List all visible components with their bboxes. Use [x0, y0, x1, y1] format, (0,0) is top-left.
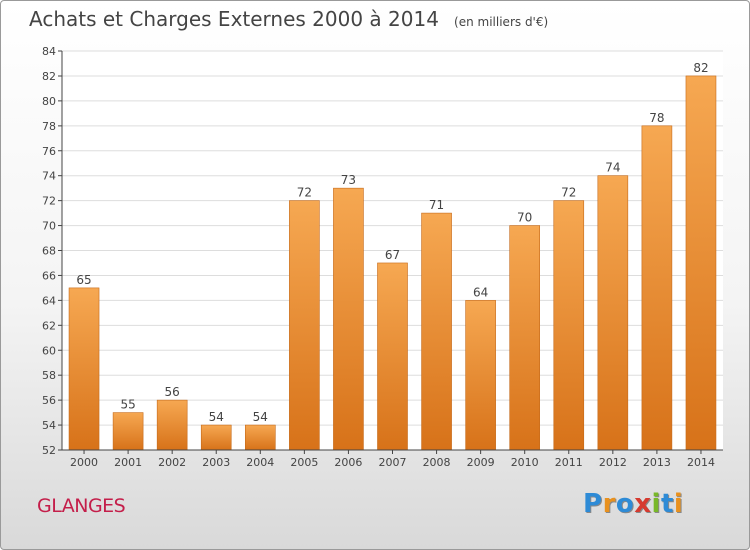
x-tick-label-2002: 2002 [158, 456, 186, 469]
data-label-2009: 64 [473, 285, 488, 299]
data-label-2006: 73 [341, 173, 356, 187]
y-tick-label: 64 [42, 294, 56, 307]
logo-letter: i [673, 489, 684, 519]
bar-2006 [333, 187, 364, 451]
data-label-2007: 67 [385, 248, 400, 262]
bar-2011 [553, 200, 585, 451]
bar-2012 [597, 175, 629, 451]
y-tick-label: 60 [42, 344, 56, 357]
proxiti-logo: Proxiti [583, 489, 683, 519]
y-tick-label: 70 [42, 220, 56, 233]
x-tick-label-2012: 2012 [599, 456, 627, 469]
x-tick-label-2009: 2009 [467, 456, 495, 469]
bar-2009 [465, 300, 496, 451]
data-label-2011: 72 [561, 186, 576, 200]
x-tick-label-2010: 2010 [511, 456, 539, 469]
bar-2002 [156, 399, 188, 451]
y-tick-label: 52 [42, 444, 56, 457]
bar-2003 [200, 424, 232, 451]
bar-2014 [685, 75, 717, 451]
chart-title-block: Achats et Charges Externes 2000 à 2014 (… [29, 7, 548, 31]
logo-letter: x [634, 489, 652, 519]
data-label-2013: 78 [649, 111, 664, 125]
y-tick-label: 74 [42, 170, 56, 183]
data-label-2005: 72 [297, 186, 312, 200]
bar-2001 [112, 412, 144, 451]
x-tick-label-2000: 2000 [70, 456, 98, 469]
logo-letter: o [615, 489, 635, 519]
x-tick-label-2003: 2003 [202, 456, 230, 469]
bars [68, 75, 717, 451]
y-tick-label: 84 [42, 45, 56, 58]
logo-letter: r [602, 489, 616, 519]
bar-2013 [641, 125, 673, 451]
y-tick-label: 68 [42, 245, 56, 258]
chart-unit: (en milliers d'€) [454, 15, 549, 29]
y-tick-label: 72 [42, 195, 56, 208]
y-tick-label: 58 [42, 369, 56, 382]
data-label-2003: 54 [209, 410, 224, 424]
data-label-2014: 82 [693, 61, 708, 75]
data-label-2010: 70 [517, 211, 532, 225]
chart-title: Achats et Charges Externes 2000 à 2014 [29, 7, 439, 31]
y-tick-label: 62 [42, 319, 56, 332]
data-label-2008: 71 [429, 198, 444, 212]
logo-letter: i [651, 489, 661, 519]
labels: 52 54 56 58 60 62 64 66 68 70 72 74 76 78 80 82 84 65 2000… [42, 45, 715, 469]
bar-2010 [509, 225, 541, 451]
data-label-2004: 54 [253, 410, 268, 424]
x-tick-label-2008: 2008 [423, 456, 451, 469]
logo-letter: P [583, 489, 603, 519]
data-label-2002: 56 [165, 385, 180, 399]
bar-2008 [421, 212, 452, 451]
bar-2007 [377, 262, 408, 451]
data-label-2001: 55 [120, 398, 135, 412]
x-tick-label-2004: 2004 [246, 456, 274, 469]
x-tick-label-2007: 2007 [379, 456, 407, 469]
x-tick-label-2013: 2013 [643, 456, 671, 469]
data-label-2012: 74 [605, 161, 620, 175]
axes [58, 50, 723, 454]
y-tick-label: 56 [42, 394, 56, 407]
y-tick-label: 78 [42, 120, 56, 133]
x-tick-label-2014: 2014 [687, 456, 715, 469]
bar-2000 [68, 287, 100, 451]
bar-2004 [245, 424, 276, 451]
data-label-2000: 65 [76, 273, 91, 287]
commune-name: GLANGES [37, 495, 126, 517]
x-tick-label-2011: 2011 [555, 456, 583, 469]
y-tick-label: 66 [42, 269, 56, 282]
bar-2005 [289, 200, 320, 451]
y-tick-label: 80 [42, 95, 56, 108]
y-tick-label: 82 [42, 70, 56, 83]
logo-letter: t [660, 489, 674, 519]
x-tick-label-2006: 2006 [334, 456, 362, 469]
x-tick-label-2005: 2005 [290, 456, 318, 469]
y-tick-label: 76 [42, 145, 56, 158]
y-tick-label: 54 [42, 419, 56, 432]
x-tick-label-2001: 2001 [114, 456, 142, 469]
